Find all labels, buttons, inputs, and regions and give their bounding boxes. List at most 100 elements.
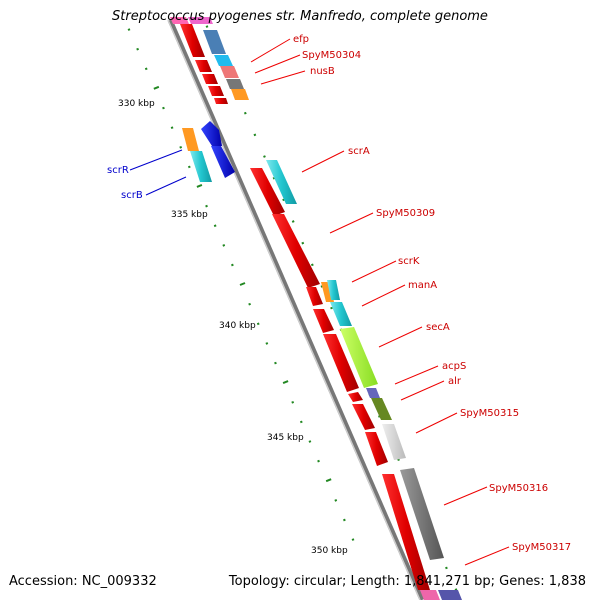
kbp-tick [445, 566, 448, 570]
kbp-tick [170, 126, 174, 130]
backbone [167, 19, 425, 600]
gene-label-spym50304: SpyM50304 [302, 50, 361, 61]
kbp-tick [291, 220, 295, 223]
gene-feature [201, 121, 222, 146]
kbp-tick [239, 282, 246, 286]
kbp-tick [196, 183, 203, 188]
map-title: Streptococcus pyogenes str. Manfredo, co… [112, 9, 488, 24]
gene-feature [382, 474, 430, 590]
gene-feature [371, 398, 392, 420]
kbp-tick [231, 263, 234, 267]
gene-feature [327, 280, 340, 300]
kbp-tick [351, 538, 355, 541]
kbp-tick [325, 478, 332, 483]
kbp-label: 335 kbp [171, 210, 208, 220]
kbp-label: 350 kbp [311, 546, 348, 556]
kbp-tick [310, 263, 314, 267]
gene-label-scrr: scrR [107, 165, 129, 176]
kbp-tick [248, 302, 251, 306]
gene-label-spym50317: SpyM50317 [512, 542, 571, 553]
kbp-tick [187, 165, 191, 169]
kbp-tick [162, 106, 165, 110]
gene-feature [313, 309, 334, 333]
kbp-tick [282, 380, 289, 385]
gene-feature [250, 168, 285, 216]
kbp-tick [265, 342, 269, 345]
kbp-tick [205, 25, 209, 28]
kbp-tick [205, 204, 208, 208]
gene-feature [366, 388, 380, 398]
gene-feature [195, 60, 212, 72]
kbp-label: 345 kbp [267, 433, 304, 443]
kbp-tick [179, 145, 183, 149]
gene-features [170, 17, 462, 600]
gene-label-efp: efp [293, 34, 309, 45]
kbp-tick [317, 459, 320, 463]
kbp-tick [127, 28, 131, 31]
gene-label-spym50309: SpyM50309 [376, 208, 435, 219]
gene-feature [170, 17, 189, 24]
gene-feature [323, 334, 359, 392]
gene-label-alr: alr [448, 376, 462, 387]
gene-feature [272, 214, 320, 288]
kbp-tick [136, 47, 139, 51]
kbp-tick [301, 241, 305, 245]
kbp-tick [397, 458, 400, 462]
kbp-tick [256, 322, 260, 326]
kbp-tick [213, 224, 217, 228]
gene-feature [266, 160, 297, 204]
kbp-tick [222, 244, 226, 247]
kbp-tick [343, 518, 346, 522]
gene-feature [203, 30, 226, 54]
kbp-tick [144, 67, 148, 71]
gene-feature [438, 590, 462, 600]
gene-feature [180, 24, 205, 57]
gene-label-acps: acpS [442, 361, 466, 372]
gene-feature [190, 151, 212, 182]
kbp-tick [274, 361, 277, 365]
gene-feature [420, 590, 440, 600]
gene-label-spym50316: SpyM50316 [489, 483, 548, 494]
gene-feature [365, 432, 388, 466]
gene-label-seca: secA [426, 322, 450, 333]
kbp-tick [253, 133, 257, 137]
kbp-tick [243, 111, 247, 115]
gene-label-scrb: scrB [121, 190, 143, 201]
kbp-tick [291, 400, 295, 404]
gene-label-scrk: scrK [398, 256, 420, 267]
kbp-tick [454, 588, 458, 591]
kbp-label: 340 kbp [219, 321, 256, 331]
gene-feature [348, 392, 363, 402]
kbp-tick [299, 420, 303, 424]
gene-feature [188, 17, 213, 24]
gene-feature [214, 98, 228, 104]
gene-feature [231, 89, 249, 100]
gene-feature [202, 74, 218, 84]
gene-feature [340, 327, 378, 388]
accession-text: Accession: NC_009332 [9, 574, 157, 589]
kbp-tick [263, 155, 266, 158]
gene-feature [330, 302, 352, 326]
gene-feature [208, 86, 224, 96]
gene-feature [352, 404, 375, 430]
gene-feature [220, 66, 239, 78]
kbp-label: 330 kbp [118, 99, 155, 109]
kbp-tick [334, 499, 338, 502]
gene-feature [182, 128, 199, 151]
gene-label-mana: manA [408, 280, 437, 291]
gene-label-nusb: nusB [310, 66, 335, 77]
gene-labels: efp SpyM50304 nusB scrR scrB scrA SpyM50… [107, 34, 571, 553]
gene-feature [211, 146, 235, 178]
gene-feature [226, 79, 244, 89]
gene-label-scra: scrA [348, 146, 370, 157]
gene-feature [214, 55, 233, 66]
gene-feature [400, 468, 444, 560]
kbp-tick [308, 440, 312, 443]
gene-feature [306, 287, 323, 306]
gene-feature [382, 424, 406, 460]
kbp-labels: 330 kbp 335 kbp 340 kbp 345 kbp 350 kbp [118, 99, 348, 556]
gene-label-spym50315: SpyM50315 [460, 408, 519, 419]
kbp-tick [153, 85, 160, 90]
genome-stats-text: Topology: circular; Length: 1,841,271 bp… [228, 574, 586, 589]
